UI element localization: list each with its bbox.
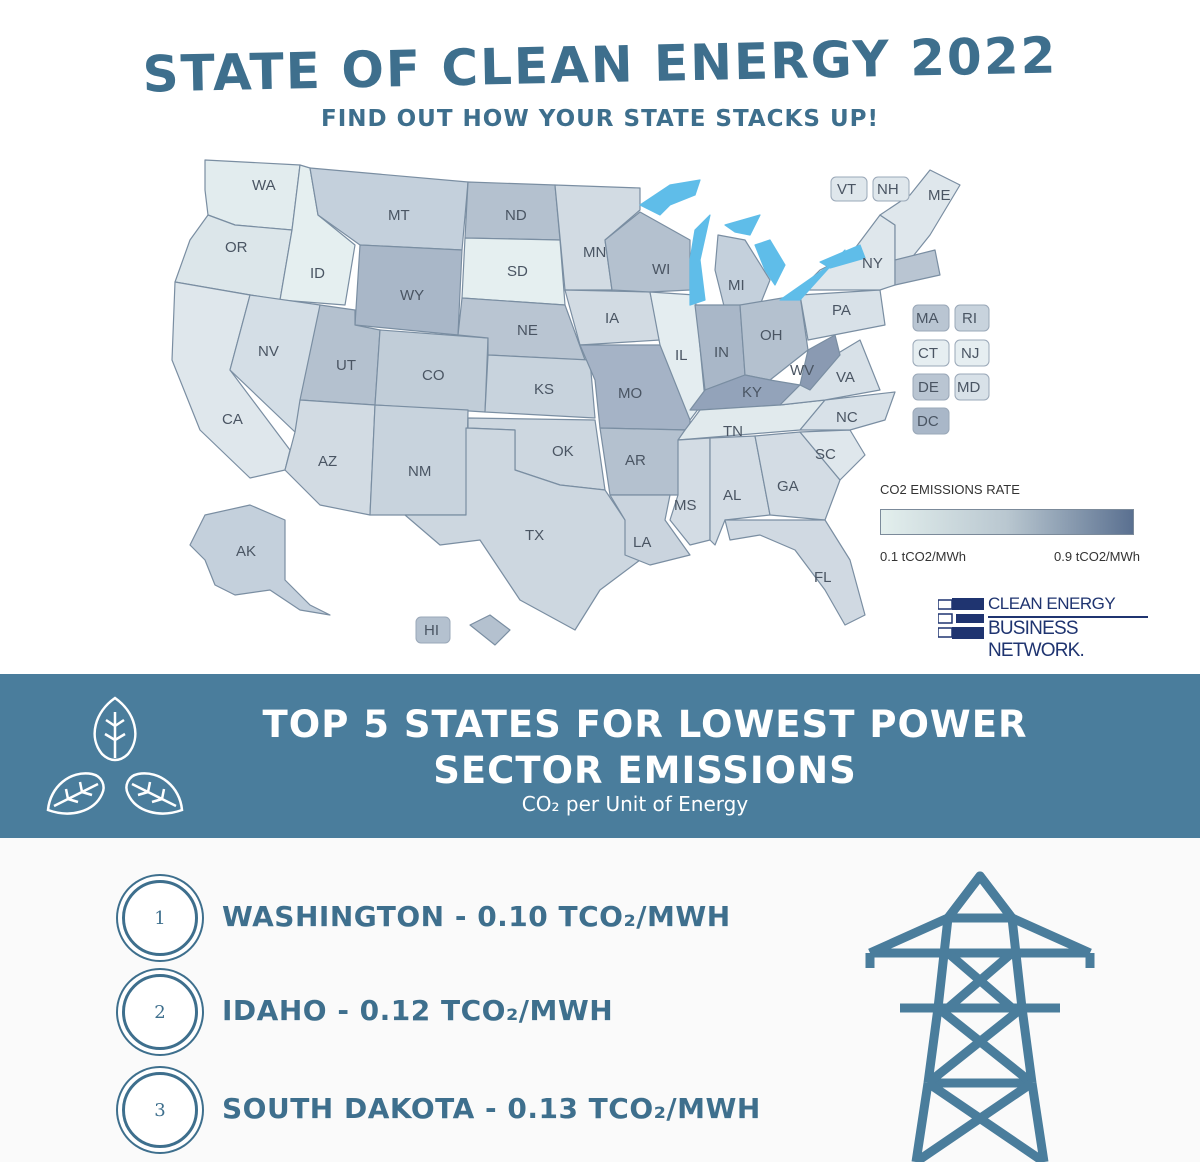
ranking-item-1: WASHINGTON - 0.10 TCO₂/MWH [222, 900, 731, 933]
banner-subheading: CO₂ per Unit of Energy [521, 792, 749, 816]
svg-text:IL: IL [675, 347, 688, 364]
page-title: STATE OF CLEAN ENERGY 2022 [142, 26, 1058, 104]
banner-heading-line2: SECTOR EMISSIONS [433, 749, 857, 792]
leaves-icon [46, 696, 184, 815]
small-state-boxes: VT NH MA RI CT NJ DE MD DC HI [415, 176, 990, 644]
rank-badge-3: 3 [122, 1072, 198, 1148]
svg-text:CO: CO [422, 367, 445, 384]
svg-text:PA: PA [832, 302, 851, 319]
svg-text:WY: WY [400, 287, 424, 304]
svg-text:RI: RI [962, 310, 977, 327]
banner-heading-line1: TOP 5 STATES FOR LOWEST POWER [262, 703, 1028, 746]
state-ks [484, 354, 596, 419]
logo-mark-icon [938, 598, 984, 639]
state-la [609, 494, 691, 566]
svg-text:KS: KS [534, 381, 554, 398]
svg-text:NV: NV [258, 343, 279, 360]
state-ma-ct [894, 249, 941, 286]
state-wv [799, 334, 841, 391]
svg-text:IA: IA [605, 310, 619, 327]
svg-text:ID: ID [310, 265, 325, 282]
svg-text:TX: TX [525, 527, 544, 544]
svg-text:OR: OR [225, 239, 248, 256]
state-labels: WA OR CA ID NV MT WY UT AZ CO NM ND SD NE KS OK TX M… [222, 177, 951, 586]
svg-text:OK: OK [552, 443, 574, 460]
svg-text:AK: AK [236, 543, 256, 560]
svg-text:CT: CT [918, 345, 938, 362]
rank-badge-2: 2 [122, 974, 198, 1050]
svg-text:GA: GA [777, 478, 799, 495]
state-nm [369, 404, 469, 516]
banner-heading: TOP 5 STATES FOR LOWEST POWER SECTOR EMI… [0, 702, 1200, 794]
svg-text:WA: WA [252, 177, 276, 194]
svg-text:UT: UT [336, 357, 356, 374]
svg-text:ND: ND [505, 207, 527, 224]
svg-text:NJ: NJ [961, 345, 979, 362]
svg-text:TN: TN [723, 423, 743, 440]
svg-text:NM: NM [408, 463, 431, 480]
state-sc [799, 429, 866, 481]
state-ga [754, 431, 841, 521]
logo-line2: BUSINESS NETWORK. [988, 616, 1148, 662]
svg-text:NE: NE [517, 322, 538, 339]
ranking-item-3: SOUTH DAKOTA - 0.13 TCO₂/MWH [222, 1092, 761, 1125]
svg-text:VA: VA [836, 369, 855, 386]
svg-text:CA: CA [222, 411, 243, 428]
us-emissions-map: WA OR CA ID NV MT WY UT AZ CO NM ND SD NE KS OK TX M… [171, 159, 990, 646]
svg-text:WV: WV [790, 362, 814, 379]
svg-text:NC: NC [836, 409, 858, 426]
state-tx [404, 427, 641, 631]
state-ak [189, 504, 331, 616]
svg-text:MI: MI [728, 277, 745, 294]
svg-text:DE: DE [918, 379, 939, 396]
svg-text:MN: MN [583, 244, 606, 261]
svg-text:HI: HI [424, 622, 439, 639]
state-ne-region [879, 169, 961, 261]
power-tower-icon [865, 871, 1095, 1162]
svg-text:VT: VT [837, 181, 856, 198]
svg-text:MO: MO [618, 385, 642, 402]
clean-energy-business-network-logo: CLEAN ENERGY BUSINESS NETWORK. [938, 594, 1148, 661]
svg-text:LA: LA [633, 534, 651, 551]
state-pa [799, 289, 886, 341]
svg-text:AL: AL [723, 487, 741, 504]
svg-text:NH: NH [877, 181, 899, 198]
top-states-banner: TOP 5 STATES FOR LOWEST POWER SECTOR EMI… [0, 674, 1200, 838]
great-lakes [639, 179, 866, 306]
legend-gradient-bar [880, 509, 1134, 535]
emissions-legend: CO2 EMISSIONS RATE 0.1 tCO2/MWh 0.9 tCO2… [880, 482, 1140, 564]
svg-text:AR: AR [625, 452, 646, 469]
svg-text:MS: MS [674, 497, 697, 514]
svg-text:FL: FL [814, 569, 832, 586]
legend-title: CO2 EMISSIONS RATE [880, 482, 1020, 497]
rank-badge-1: 1 [122, 880, 198, 956]
legend-min-label: 0.1 tCO2/MWh [880, 549, 966, 564]
svg-text:OH: OH [760, 327, 783, 344]
svg-text:IN: IN [714, 344, 729, 361]
svg-text:MA: MA [916, 310, 939, 327]
state-nc [799, 391, 896, 431]
ranking-item-2: IDAHO - 0.12 TCO₂/MWH [222, 994, 614, 1027]
logo-line1: CLEAN ENERGY [988, 594, 1116, 613]
svg-text:MD: MD [957, 379, 980, 396]
legend-max-label: 0.9 tCO2/MWh [1054, 549, 1140, 564]
svg-text:WI: WI [652, 261, 670, 278]
svg-text:SD: SD [507, 263, 528, 280]
state-hi [469, 614, 511, 646]
svg-text:ME: ME [928, 187, 951, 204]
svg-text:AZ: AZ [318, 453, 337, 470]
svg-text:NY: NY [862, 255, 883, 272]
svg-text:MT: MT [388, 207, 410, 224]
svg-text:SC: SC [815, 446, 836, 463]
state-fl [724, 519, 866, 626]
svg-text:KY: KY [742, 384, 762, 401]
svg-text:DC: DC [917, 413, 939, 430]
page-subtitle: FIND OUT HOW YOUR STATE STACKS UP! [321, 106, 879, 132]
